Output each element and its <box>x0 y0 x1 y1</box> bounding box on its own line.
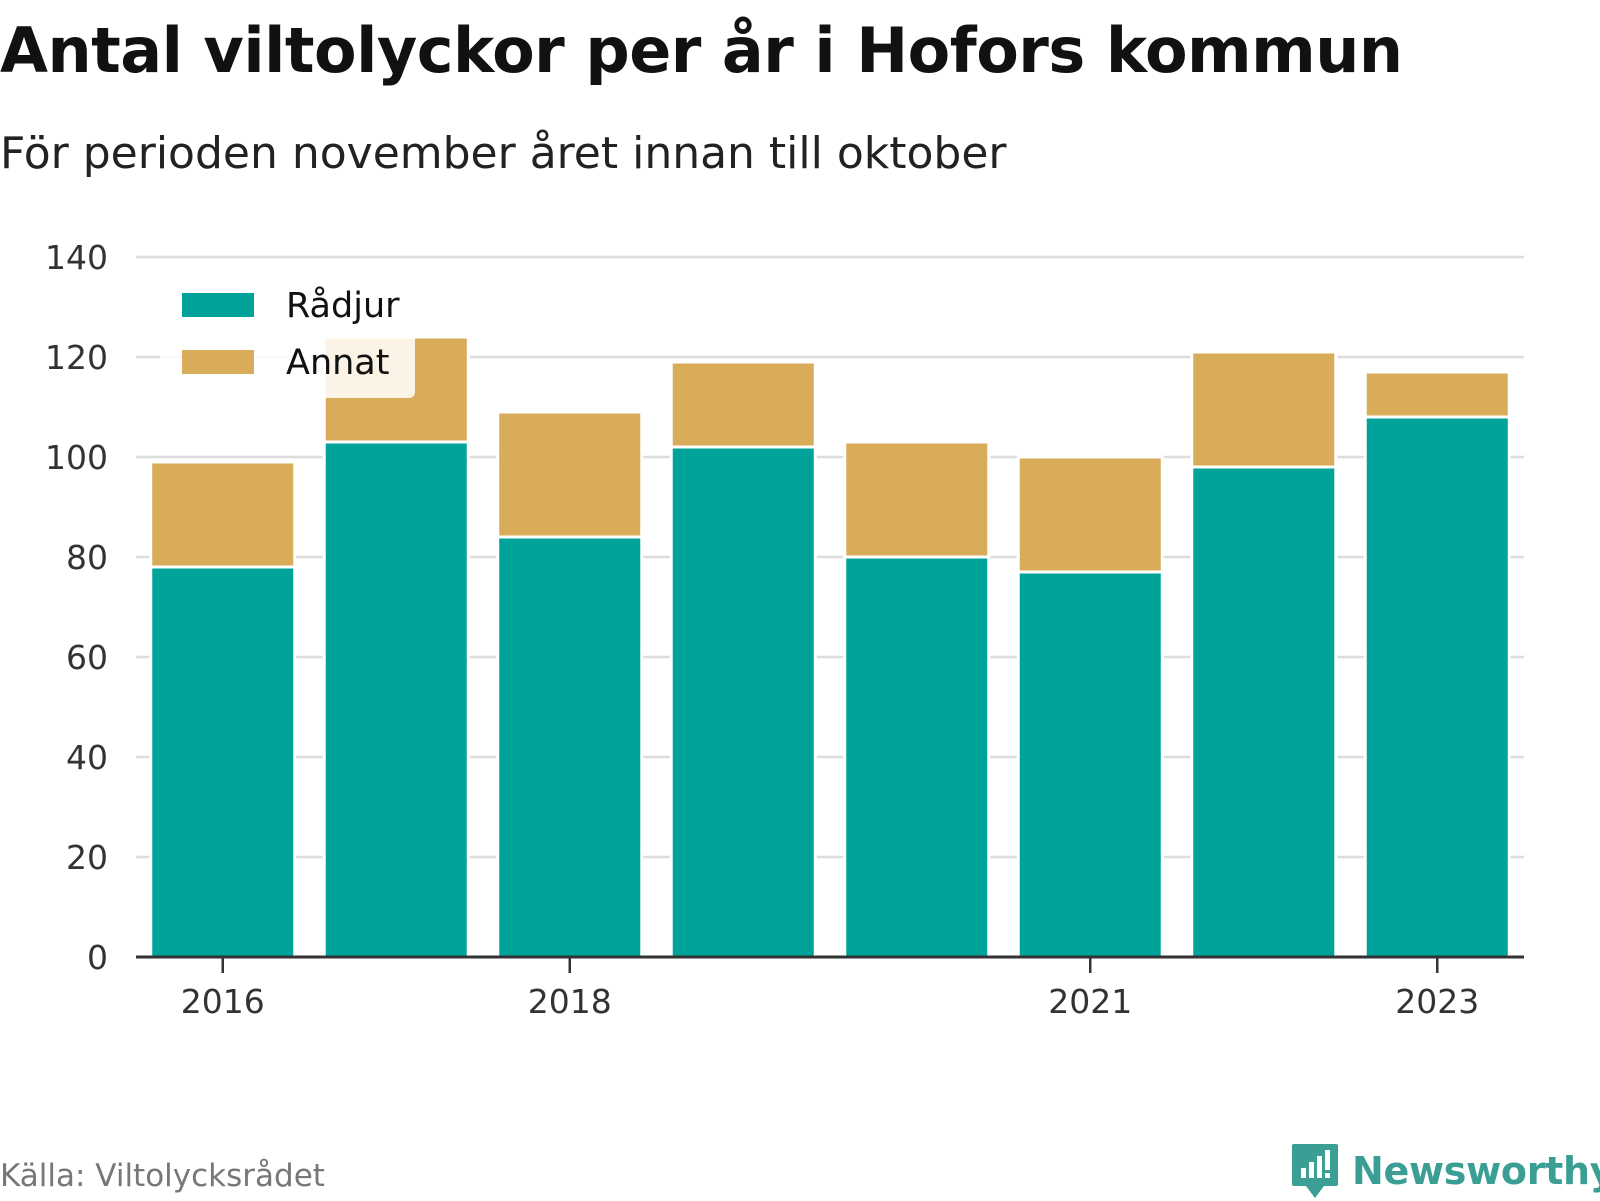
chart-title: Antal viltolyckor per år i Hofors kommun <box>0 14 1403 87</box>
chart-subtitle: För perioden november året innan till ok… <box>0 128 1007 179</box>
bar-radjur <box>149 565 297 959</box>
bar-annat <box>1190 350 1338 469</box>
bar-annat <box>1016 455 1164 574</box>
bar-annat <box>669 360 817 449</box>
y-tick-label: 80 <box>66 538 108 577</box>
x-tick-label: 2021 <box>1048 982 1132 1021</box>
y-tick-label: 100 <box>45 438 108 477</box>
legend-swatch-radjur <box>182 293 254 317</box>
x-tick-label: 2023 <box>1395 982 1479 1021</box>
y-tick-label: 120 <box>45 338 108 377</box>
source-note: Källa: Viltolycksrådet <box>0 1158 325 1194</box>
bar-radjur <box>496 535 644 959</box>
bar-radjur <box>1363 415 1511 959</box>
newsworthy-logo: Newsworthy <box>1290 1141 1600 1201</box>
newsworthy-logo-icon <box>1292 1144 1338 1198</box>
y-tick-label: 40 <box>66 738 108 777</box>
bars <box>149 335 1511 959</box>
legend-label: Rådjur <box>286 285 400 326</box>
y-axis-ticks: 0 20 40 60 80 100 120 140 <box>45 238 108 977</box>
bar-annat <box>149 460 297 569</box>
bar-annat <box>843 440 991 559</box>
y-tick-label: 20 <box>66 838 108 877</box>
y-tick-label: 140 <box>45 238 108 277</box>
brand-name: Newsworthy <box>1352 1149 1600 1193</box>
legend-label: Annat <box>286 343 389 383</box>
bar-radjur <box>1016 570 1164 959</box>
x-tick-label: 2018 <box>528 982 612 1021</box>
bar-radjur <box>669 445 817 959</box>
bar-annat <box>1363 370 1511 419</box>
x-tick-label: 2016 <box>181 982 265 1021</box>
y-tick-label: 0 <box>87 938 108 977</box>
bar-annat <box>496 410 644 539</box>
bar-radjur <box>843 555 991 959</box>
legend: Rådjur Annat <box>160 270 415 398</box>
legend-swatch-annat <box>182 350 254 374</box>
bar-radjur <box>322 440 470 959</box>
bar-radjur <box>1190 465 1338 959</box>
y-tick-label: 60 <box>66 638 108 677</box>
x-axis: 2016 2018 2021 2023 <box>136 955 1524 1021</box>
